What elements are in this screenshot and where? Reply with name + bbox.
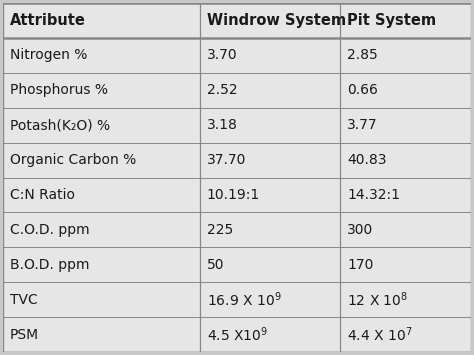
Text: 14.32:1: 14.32:1: [347, 188, 400, 202]
Text: 4.5 X10$^{9}$: 4.5 X10$^{9}$: [207, 326, 268, 344]
Text: Phosphorus %: Phosphorus %: [10, 83, 108, 97]
Text: Windrow System: Windrow System: [207, 13, 346, 28]
Text: TVC: TVC: [10, 293, 37, 307]
Text: 50: 50: [207, 258, 224, 272]
Text: 2.52: 2.52: [207, 83, 237, 97]
Text: 3.77: 3.77: [347, 118, 378, 132]
Text: 12 X 10$^{8}$: 12 X 10$^{8}$: [347, 290, 409, 309]
Text: 3.18: 3.18: [207, 118, 237, 132]
Text: Pit System: Pit System: [347, 13, 436, 28]
Text: 10.19:1: 10.19:1: [207, 188, 260, 202]
Text: 300: 300: [347, 223, 374, 237]
Text: 3.70: 3.70: [207, 48, 237, 62]
Text: C:N Ratio: C:N Ratio: [10, 188, 75, 202]
Text: C.O.D. ppm: C.O.D. ppm: [10, 223, 90, 237]
Text: Attribute: Attribute: [10, 13, 86, 28]
FancyBboxPatch shape: [3, 3, 471, 352]
Text: Nitrogen %: Nitrogen %: [10, 48, 87, 62]
Text: 16.9 X 10$^{9}$: 16.9 X 10$^{9}$: [207, 290, 281, 309]
Text: 37.70: 37.70: [207, 153, 246, 167]
Text: PSM: PSM: [10, 328, 39, 342]
Text: Organic Carbon %: Organic Carbon %: [10, 153, 136, 167]
Text: Potash(K₂O) %: Potash(K₂O) %: [10, 118, 110, 132]
Text: 225: 225: [207, 223, 233, 237]
Text: 4.4 X 10$^{7}$: 4.4 X 10$^{7}$: [347, 326, 413, 344]
Text: 2.85: 2.85: [347, 48, 378, 62]
Text: 40.83: 40.83: [347, 153, 387, 167]
Text: B.O.D. ppm: B.O.D. ppm: [10, 258, 89, 272]
Text: 0.66: 0.66: [347, 83, 378, 97]
Text: 170: 170: [347, 258, 374, 272]
